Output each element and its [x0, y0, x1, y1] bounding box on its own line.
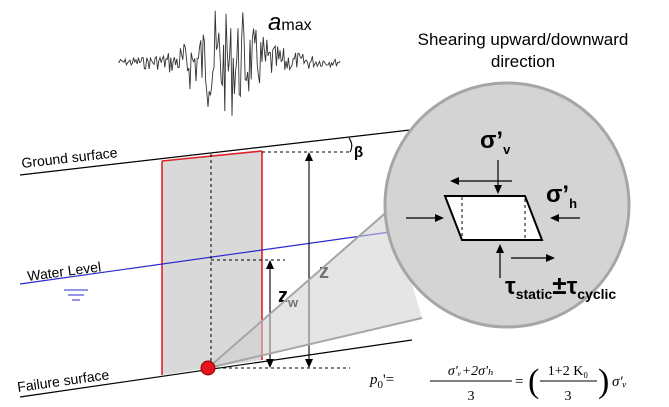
water-table-symbol — [64, 289, 88, 301]
beta-arc — [348, 137, 353, 153]
failure-point-marker — [200, 360, 216, 376]
mean-stress-equation: p0'= σ'ᵥ+2σ'ₕ 3 = ( 1+2 K₀ 3 ) σ'ᵥ — [369, 363, 627, 404]
sigma-v-label: σ’v — [480, 127, 511, 157]
shear-direction-heading-line1: Shearing upward/downward — [418, 30, 629, 49]
ground-surface-line — [19, 129, 411, 176]
zoom-cone — [208, 209, 422, 368]
shear-arrowhead-bottom — [546, 254, 555, 262]
sigma-v-arrowhead-bottom — [496, 244, 504, 253]
seismogram-trace — [117, 10, 341, 116]
water-level-line — [19, 230, 398, 285]
eq-rhs: σ'ᵥ — [612, 374, 627, 390]
column-top-edge — [161, 150, 263, 162]
zoom-cone-lower-edge — [207, 317, 423, 369]
eq-paren-left: ( — [528, 363, 539, 400]
amax-label: amax — [268, 9, 312, 36]
shear-direction-heading-line2: direction — [491, 52, 555, 71]
sigma-v-arrowhead-top — [494, 185, 502, 194]
eq-frac2-numerator: 1+2 K₀ — [548, 364, 589, 379]
shear-arrowhead-top — [450, 177, 459, 185]
sigma-h-arrowhead-left — [435, 214, 444, 222]
soil-column — [162, 151, 262, 375]
sheared-soil-element — [443, 195, 544, 241]
zw-arrow-bottom — [266, 359, 274, 368]
tau-label: τstatic±τcyclic — [505, 270, 616, 302]
eq-frac1-numerator: σ'ᵥ+2σ'ₕ — [448, 364, 494, 379]
svg-text:p0'=: p0'= — [369, 372, 394, 391]
beta-label: β — [354, 144, 363, 161]
eq-frac2-denominator: 3 — [565, 389, 572, 404]
sigma-h-label: σ’h — [546, 181, 577, 211]
zw-arrow-top — [266, 260, 274, 269]
failure-surface-line — [19, 339, 413, 398]
ground-surface-label: Ground surface — [21, 144, 119, 171]
eq-equals: = — [515, 374, 523, 390]
z-arrow-top — [305, 152, 313, 161]
eq-frac1-denominator: 3 — [468, 389, 475, 404]
z-arrow-bottom — [305, 359, 313, 368]
original-element-dashed — [461, 195, 526, 241]
eq-paren-right: ) — [598, 363, 609, 400]
water-level-label: Water Level — [26, 258, 102, 284]
sigma-h-arrowhead-right — [550, 214, 559, 222]
zoom-cone-upper-edge — [207, 208, 391, 369]
